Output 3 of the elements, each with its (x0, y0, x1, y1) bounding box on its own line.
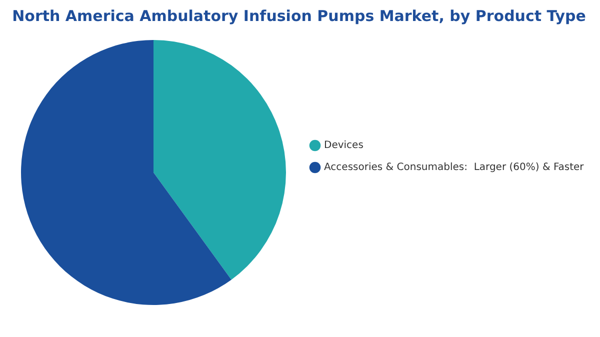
legend-label: Devices (324, 140, 364, 152)
chart-title: North America Ambulatory Infusion Pumps Market, by Product Type (12, 6, 586, 25)
legend-label: Accessories & Consumables: Larger (60%) & Faster (324, 162, 585, 174)
